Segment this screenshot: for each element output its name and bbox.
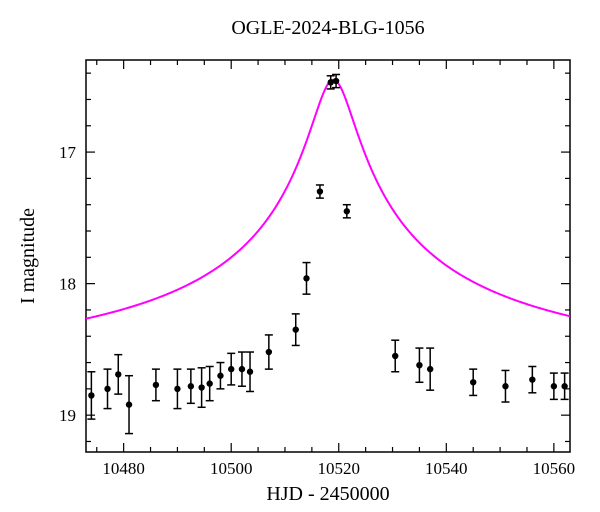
data-point — [174, 386, 180, 392]
data-point — [247, 369, 253, 375]
y-axis-label: I magnitude — [17, 208, 39, 304]
lightcurve-chart: OGLE-2024-BLG-1056 10480 10500 10520 10540 10… — [0, 0, 600, 512]
y-tick-label: 19 — [59, 406, 76, 425]
y-tick-label: 18 — [59, 275, 76, 294]
data-point — [327, 79, 333, 85]
y-tick-label: 17 — [59, 143, 77, 162]
data-point — [198, 384, 204, 390]
x-tick-label: 10480 — [102, 459, 145, 478]
data-point — [344, 208, 350, 214]
data-point — [228, 366, 234, 372]
data-point — [217, 373, 223, 379]
data-point — [502, 383, 508, 389]
data-point — [529, 376, 535, 382]
data-point — [427, 366, 433, 372]
data-point — [561, 383, 567, 389]
data-point — [239, 366, 245, 372]
data-point — [293, 326, 299, 332]
data-point — [88, 392, 94, 398]
data-point — [104, 386, 110, 392]
x-tick-label: 10520 — [318, 459, 361, 478]
data-point — [115, 371, 121, 377]
data-point — [470, 379, 476, 385]
x-axis-label: HJD - 2450000 — [266, 483, 389, 505]
x-tick-label: 10540 — [425, 459, 468, 478]
chart-title: OGLE-2024-BLG-1056 — [231, 17, 424, 39]
x-tick-label: 10560 — [533, 459, 576, 478]
data-point — [551, 383, 557, 389]
data-point — [266, 349, 272, 355]
data-point — [303, 275, 309, 281]
data-point — [206, 380, 212, 386]
data-point — [416, 362, 422, 368]
data-point — [317, 188, 323, 194]
data-point — [392, 353, 398, 359]
data-point — [126, 401, 132, 407]
data-point — [188, 383, 194, 389]
x-tick-label: 10500 — [210, 459, 253, 478]
data-point — [333, 78, 339, 84]
data-point — [153, 382, 159, 388]
